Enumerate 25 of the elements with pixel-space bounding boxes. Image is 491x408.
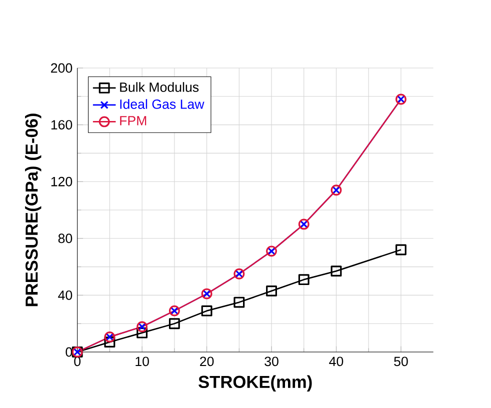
y-tick-label: 160 [51,120,72,130]
x-axis-title: STROKE(mm) [198,375,312,392]
x-tick-label: 30 [264,356,278,366]
y-tick-label: 200 [51,63,72,73]
point [234,296,245,308]
legend-label: Bulk Modulus [120,82,199,92]
y-tick-label: 0 [66,347,72,357]
x-tick-label: 20 [200,356,214,366]
y-tick-label: 40 [58,290,72,300]
legend-label: Ideal Gas Law [120,99,204,109]
point [266,285,277,296]
point [298,274,310,286]
x-tick-label: 50 [394,356,408,366]
legend-label: FPM [120,116,146,126]
y-tick-label: 120 [51,176,72,186]
y-tick-label: 80 [58,234,72,244]
point [201,305,212,316]
x-tick-label: 10 [136,356,149,366]
point [136,327,148,338]
point [104,336,116,348]
x-tick-label: 40 [329,356,344,366]
point [168,318,180,330]
y-axis-title: PRESSURE(GPa) (E-06) [25,114,42,306]
point [396,244,406,256]
point [330,266,342,277]
